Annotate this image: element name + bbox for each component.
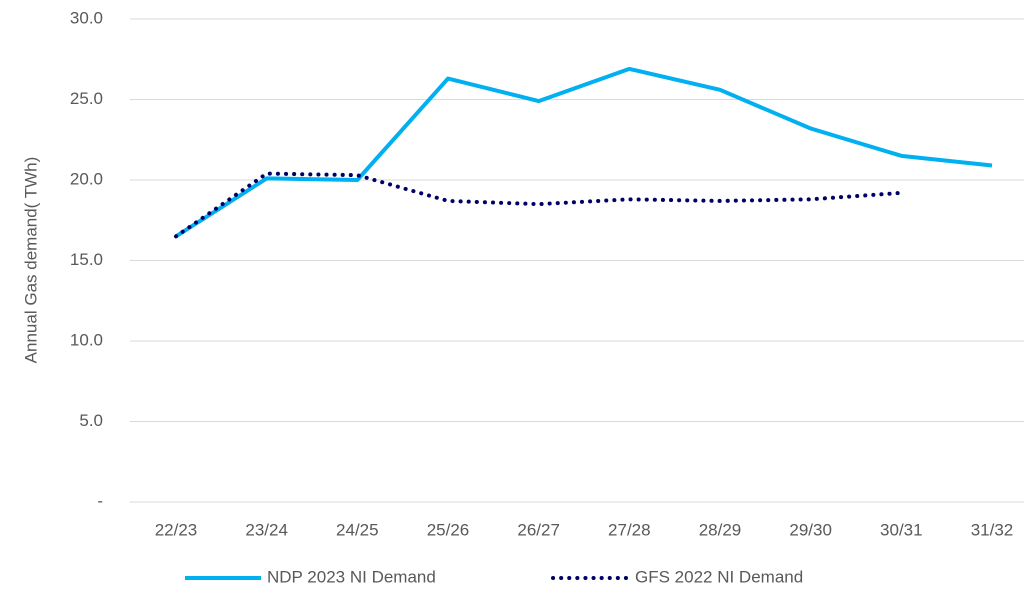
y-tick-label: 10.0 bbox=[70, 330, 103, 349]
y-tick-label: 15.0 bbox=[70, 250, 103, 269]
line-series bbox=[174, 66, 993, 239]
x-tick-label: 28/29 bbox=[699, 520, 742, 539]
x-tick-label: 30/31 bbox=[880, 520, 923, 539]
y-tick-label: 25.0 bbox=[70, 89, 103, 108]
legend-label: NDP 2023 NI Demand bbox=[267, 567, 436, 586]
x-tick-label: 29/30 bbox=[789, 520, 832, 539]
y-tick-label: 30.0 bbox=[70, 8, 103, 27]
y-tick-label: 5.0 bbox=[79, 411, 103, 430]
x-tick-label: 24/25 bbox=[336, 520, 379, 539]
legend-label: GFS 2022 NI Demand bbox=[635, 567, 803, 586]
y-tick-label: - bbox=[97, 491, 103, 510]
x-tick-label: 25/26 bbox=[427, 520, 470, 539]
x-tick-label: 31/32 bbox=[971, 520, 1014, 539]
x-tick-label: 26/27 bbox=[517, 520, 560, 539]
x-tick-label: 22/23 bbox=[155, 520, 198, 539]
y-tick-label: 20.0 bbox=[70, 169, 103, 188]
y-axis-label: Annual Gas demand( TWh) bbox=[21, 157, 40, 364]
line-series bbox=[174, 171, 904, 239]
x-tick-label: 23/24 bbox=[245, 520, 288, 539]
x-tick-label: 27/28 bbox=[608, 520, 651, 539]
